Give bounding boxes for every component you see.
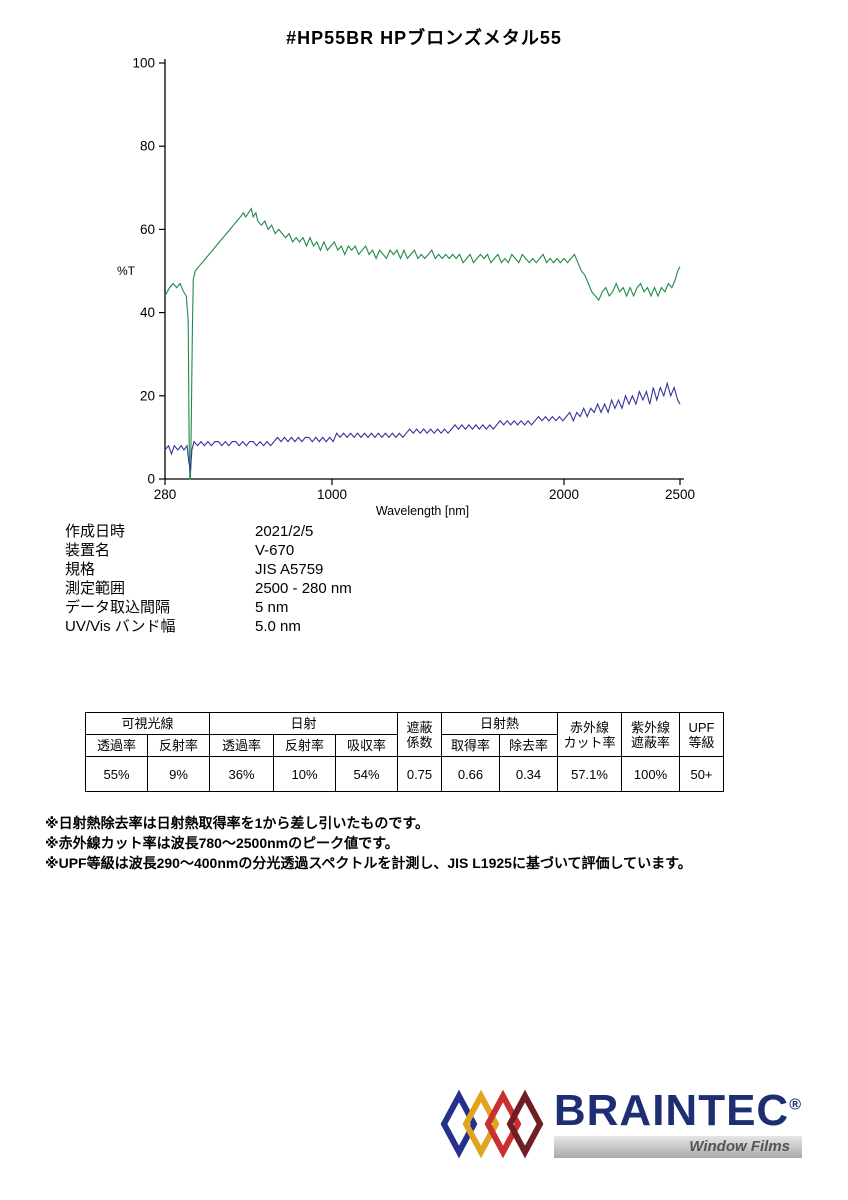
registered-mark: ® <box>789 1096 802 1114</box>
meta-row-device: 装置名 V-670 <box>65 541 352 560</box>
meta-row-standard: 規格 JIS A5759 <box>65 560 352 579</box>
brand-text: BRAINTEC <box>553 1086 790 1135</box>
meta-label: 作成日時 <box>65 523 126 540</box>
series-reflectance-blue <box>164 381 681 471</box>
meta-row-bandwidth: UV/Vis バンド幅 5.0 nm <box>65 617 352 636</box>
group-shading-line2: 係数 <box>406 734 433 750</box>
results-values: 55% 9% 36% 10% 54% 0.75 0.66 0.34 57.1% … <box>85 756 724 792</box>
value-heat-gain: 0.66 <box>441 756 500 792</box>
page-title: #HP55BR HPブロンズメタル55 <box>286 28 562 48</box>
meta-label: データ取込間隔 <box>65 599 171 616</box>
group-ir-cut: 赤外線 カット率 <box>557 712 622 757</box>
meta-value: 2500 - 280 nm <box>255 580 352 597</box>
spectral-chart: 0 20 40 60 80 100 280 1000 2000 2500 %T Wavelength … <box>117 56 695 519</box>
brand-tagline: Window Films <box>553 1136 802 1158</box>
value-sol-absorptance: 54% <box>335 756 398 792</box>
meta-row-created: 作成日時 2021/2/5 <box>65 522 352 541</box>
diamond-shape-4 <box>506 1089 544 1158</box>
diamond-shape-1 <box>440 1089 478 1158</box>
subheader-sol-absorptance: 吸収率 <box>335 734 398 757</box>
value-upf: 50+ <box>679 756 724 792</box>
group-upf: UPF 等級 <box>679 712 724 757</box>
y-tick-label: 100 <box>132 56 155 71</box>
value-sol-reflectance: 10% <box>273 756 336 792</box>
diamond-shape-3 <box>484 1089 522 1158</box>
footnote-1: ※日射熱除去率は日射熱取得率を1から差し引いたものです。 <box>45 815 429 831</box>
value-heat-reject: 0.34 <box>499 756 558 792</box>
y-tick-label: 20 <box>140 388 155 403</box>
meta-label: UV/Vis バンド幅 <box>65 618 176 635</box>
braintec-logo: BRAINTEC® Window Films <box>440 1089 802 1158</box>
brand-name: BRAINTEC® <box>554 1089 802 1133</box>
diamond-shape-2 <box>462 1089 500 1158</box>
group-shading-line1: 遮蔽 <box>406 719 433 735</box>
meta-value: JIS A5759 <box>255 561 324 578</box>
y-tick-label: 80 <box>140 139 155 154</box>
value-uv-block: 100% <box>621 756 680 792</box>
group-ir-line2: カット率 <box>563 734 616 750</box>
value-vis-reflectance: 9% <box>147 756 210 792</box>
meta-value: 5.0 nm <box>255 618 301 635</box>
y-tick-label: 0 <box>147 472 155 487</box>
group-uv-block: 紫外線 遮蔽率 <box>621 712 680 757</box>
group-upf-line1: UPF <box>688 719 715 735</box>
x-tick-label: 2000 <box>549 487 579 502</box>
subheader-vis-transmittance: 透過率 <box>85 734 148 757</box>
value-ir-cut: 57.1% <box>557 756 622 792</box>
footnote-2: ※赤外線カット率は波長780〜2500nmのピーク値です。 <box>45 835 399 851</box>
y-tick-label: 40 <box>140 305 155 320</box>
meta-label: 測定範囲 <box>65 580 126 597</box>
group-visible-light: 可視光線 <box>85 712 210 735</box>
group-shading-coefficient: 遮蔽 係数 <box>397 712 442 757</box>
meta-label: 装置名 <box>65 542 111 559</box>
value-sol-transmittance: 36% <box>209 756 274 792</box>
subheader-heat-reject: 除去率 <box>499 734 558 757</box>
meta-label: 規格 <box>65 561 96 578</box>
meta-value: 2021/2/5 <box>255 523 314 540</box>
results-table: 可視光線 日射 遮蔽 係数 日射熱 赤外線 カット率 紫外線 遮蔽率 UPF 等級 透過… <box>85 712 724 792</box>
footnote-3: ※UPF等級は波長290〜400nmの分光透過スペクトルを計測し、JIS L19… <box>45 855 692 871</box>
meta-value: 5 nm <box>255 599 289 616</box>
subheader-sol-transmittance: 透過率 <box>209 734 274 757</box>
y-axis-label: %T <box>117 264 136 278</box>
value-vis-transmittance: 55% <box>85 756 148 792</box>
group-upf-line2: 等級 <box>688 734 715 750</box>
measurement-metadata: 作成日時 2021/2/5 装置名 V-670 規格 JIS A5759 測定範… <box>65 522 352 636</box>
results-header-groups: 可視光線 日射 遮蔽 係数 日射熱 赤外線 カット率 紫外線 遮蔽率 UPF 等級 <box>85 712 724 757</box>
x-tick-label: 1000 <box>317 487 347 502</box>
group-uv-line1: 紫外線 <box>630 719 670 735</box>
brand-block: BRAINTEC® Window Films <box>553 1089 802 1158</box>
group-solar: 日射 <box>209 712 398 735</box>
group-uv-line2: 遮蔽率 <box>630 734 670 750</box>
y-tick-label: 60 <box>140 222 155 237</box>
subheader-sol-reflectance: 反射率 <box>273 734 336 757</box>
x-tick-label: 280 <box>154 487 177 502</box>
group-ir-line1: 赤外線 <box>569 719 609 735</box>
series-transmittance-green <box>164 207 681 480</box>
subheader-heat-gain: 取得率 <box>441 734 500 757</box>
group-solar-heat: 日射熱 <box>441 712 558 735</box>
footnotes: ※日射熱除去率は日射熱取得率を1から差し引いたものです。 ※赤外線カット率は波長… <box>45 813 692 873</box>
value-shading-coefficient: 0.75 <box>397 756 442 792</box>
meta-row-interval: データ取込間隔 5 nm <box>65 598 352 617</box>
meta-row-range: 測定範囲 2500 - 280 nm <box>65 579 352 598</box>
x-axis-label: Wavelength [nm] <box>376 504 469 518</box>
x-tick-label: 2500 <box>665 487 695 502</box>
meta-value: V-670 <box>255 542 295 559</box>
subheader-vis-reflectance: 反射率 <box>147 734 210 757</box>
braintec-diamonds-icon <box>440 1089 544 1158</box>
